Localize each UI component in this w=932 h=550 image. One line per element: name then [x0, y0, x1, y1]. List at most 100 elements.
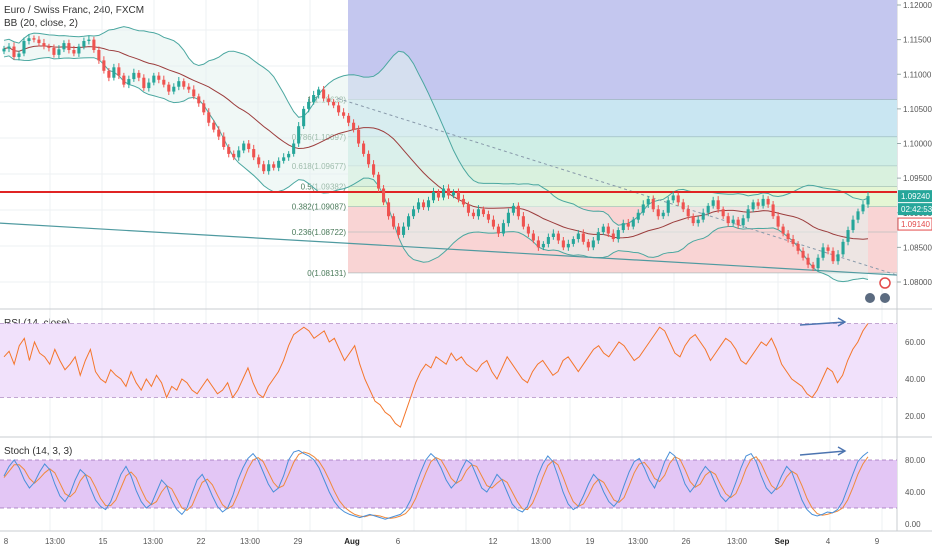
time-tick-label: 22 [197, 537, 206, 546]
candle [72, 50, 76, 54]
time-tick-label: 12 [489, 537, 498, 546]
candle [661, 212, 665, 217]
add-alert-icon [879, 277, 891, 289]
candle [322, 89, 326, 99]
candle [57, 49, 61, 55]
candle [561, 240, 565, 248]
candle [287, 153, 291, 158]
rsi-line [3, 323, 869, 428]
candle [826, 247, 830, 251]
candle [461, 198, 466, 205]
candle [716, 200, 720, 210]
candle [846, 230, 850, 242]
price-pane[interactable]: 1(1.10633)0.786(1.10097)0.618(1.09677)0.… [0, 0, 898, 303]
candle [566, 243, 570, 248]
projection-zone [348, 0, 897, 100]
candle [666, 200, 670, 213]
event-icon [880, 293, 890, 303]
candle [297, 126, 301, 144]
candle [12, 46, 16, 57]
candle [262, 164, 266, 172]
candle [416, 202, 421, 210]
time-tick-label: 19 [586, 537, 595, 546]
candle [781, 226, 785, 234]
candle [162, 79, 166, 85]
candle [836, 254, 840, 262]
stoch-tick-label: 40.00 [905, 488, 926, 497]
candle [172, 86, 176, 92]
price-tick-label: 1.08000 [903, 278, 932, 287]
candle [616, 230, 620, 240]
candle [546, 236, 550, 244]
candle [516, 205, 520, 217]
candle [586, 241, 590, 248]
candle [521, 216, 525, 227]
candle [272, 164, 276, 168]
candle [122, 75, 126, 85]
candle [277, 160, 281, 168]
candle [726, 216, 730, 224]
candle [227, 146, 231, 154]
candle [831, 250, 835, 262]
candle [536, 240, 540, 248]
candle [372, 164, 376, 175]
candle [362, 143, 366, 154]
candle [267, 164, 271, 172]
candle [476, 209, 480, 217]
candle [347, 115, 351, 123]
candle [526, 226, 530, 234]
candle [421, 202, 426, 208]
candle [62, 43, 66, 50]
candle [601, 226, 605, 233]
candle [751, 202, 755, 210]
candle [207, 112, 211, 123]
time-tick-label: 13:00 [143, 537, 164, 546]
level-price-label: 1.09140 [901, 220, 930, 229]
time-tick-label: 13:00 [240, 537, 261, 546]
candle [312, 95, 316, 102]
candle [382, 188, 386, 203]
candle [511, 205, 515, 213]
candle [222, 136, 226, 147]
candle [631, 219, 635, 227]
stoch-arrow [799, 450, 846, 456]
candle [611, 233, 615, 240]
candle [706, 205, 710, 213]
candle [252, 149, 256, 158]
candle [167, 84, 171, 92]
candle [112, 67, 116, 78]
stoch-pane[interactable] [0, 446, 897, 520]
candle [87, 39, 91, 42]
candle [332, 101, 336, 106]
candle [257, 157, 261, 165]
candle [471, 212, 476, 217]
candle [182, 81, 186, 87]
stoch-d-line [3, 451, 869, 519]
rsi-tick-label: 20.00 [905, 412, 926, 421]
candle [856, 211, 860, 220]
candle [197, 96, 201, 104]
candle [676, 195, 680, 203]
candle [741, 218, 745, 226]
candle [127, 79, 131, 85]
candle [851, 219, 855, 231]
candle [431, 191, 436, 201]
candle [406, 216, 411, 227]
candle [132, 72, 136, 80]
rsi-pane[interactable] [0, 317, 897, 428]
candle [42, 43, 46, 47]
price-tick-label: 1.10500 [903, 105, 932, 114]
candle [92, 39, 96, 51]
countdown-label: 02:42:53 [901, 205, 932, 214]
countdown-badge [898, 203, 932, 216]
price-tick-label: 1.11500 [903, 36, 932, 45]
candle [736, 219, 740, 226]
time-tick-label: 4 [826, 537, 831, 546]
candle [82, 41, 86, 47]
price-tick-label: 1.10000 [903, 140, 932, 149]
candle [626, 223, 630, 227]
bb-lower [3, 55, 869, 283]
candle [481, 209, 485, 215]
dotted-trendline [337, 98, 898, 276]
